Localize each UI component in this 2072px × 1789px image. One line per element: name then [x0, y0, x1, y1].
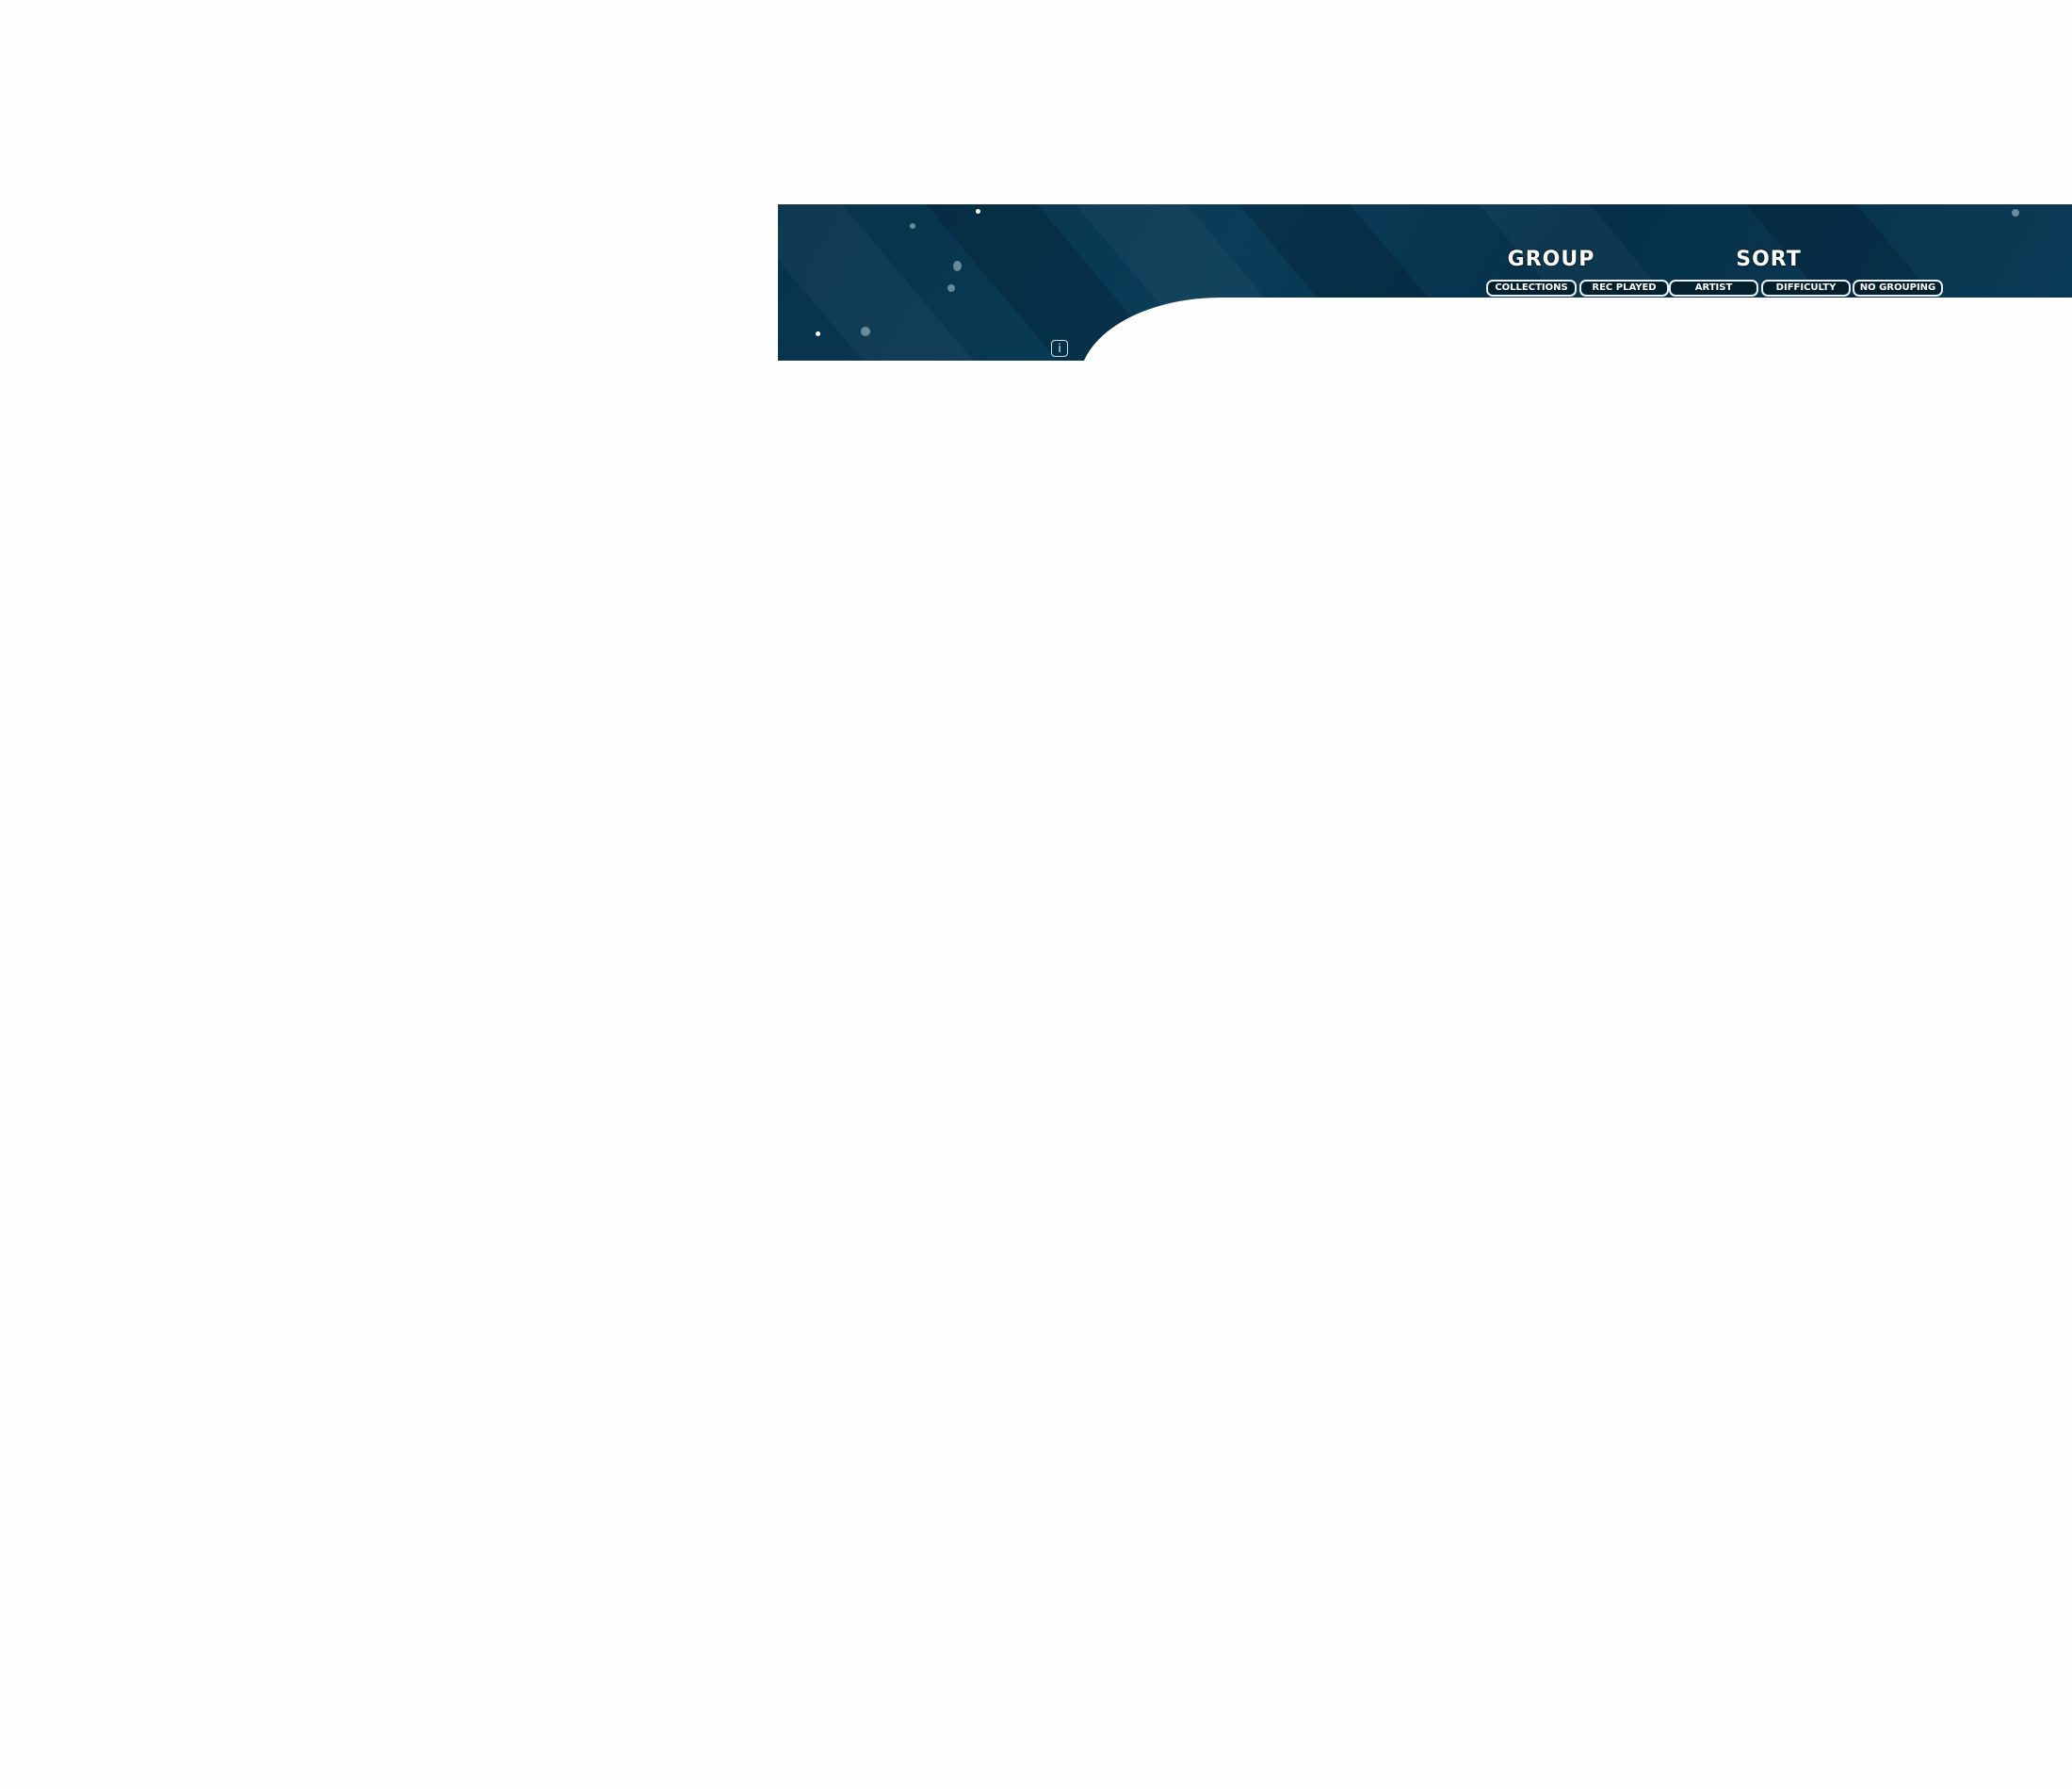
particle	[953, 261, 962, 271]
header-banner: GROUP SORT COLLECTIONS REC PLAYED ARTIST…	[778, 204, 2072, 361]
info-icon[interactable]: i	[1051, 340, 1068, 357]
sort-artist-button[interactable]: ARTIST	[1669, 280, 1758, 297]
banner-curve	[1079, 298, 2072, 361]
particle	[2012, 209, 2019, 217]
group-title: GROUP	[1507, 248, 1595, 271]
particle	[816, 331, 820, 336]
sort-difficulty-button[interactable]: DIFFICULTY	[1761, 280, 1851, 297]
sort-title: SORT	[1736, 248, 1802, 271]
particle	[910, 223, 915, 229]
particle	[947, 284, 955, 292]
sort-rec-played-button[interactable]: REC PLAYED	[1579, 280, 1669, 297]
particle	[861, 327, 870, 336]
particle	[976, 209, 980, 214]
group-collections-button[interactable]: COLLECTIONS	[1486, 280, 1577, 297]
no-grouping-button[interactable]: NO GROUPING	[1853, 280, 1943, 297]
